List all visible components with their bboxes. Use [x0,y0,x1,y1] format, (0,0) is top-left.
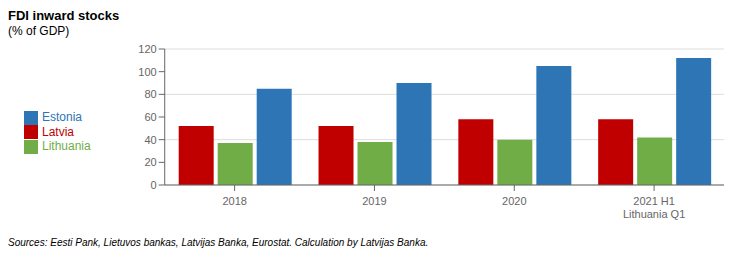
svg-text:2021 H1Lithuania Q1: 2021 H1Lithuania Q1 [623,195,685,220]
html-text:Latvia: Latvia [42,124,74,139]
svg-text:120: 120 [138,43,156,55]
html-text:FDI inward stocks: FDI inward stocks [8,8,120,23]
svg-text:80: 80 [144,88,156,100]
svg-text:2020: 2020 [502,195,526,207]
svg-text:2018: 2018 [222,195,246,207]
html-text:Lithuania: Lithuania [42,139,91,154]
svg-text:40: 40 [144,134,156,146]
html-text:(% of GDP): (% of GDP) [8,24,70,38]
svg-text:60: 60 [144,111,156,123]
html-text:Sources: Eesti Pank, Lietuvos: Sources: Eesti Pank, Lietuvos bankas, La… [8,237,429,248]
html-text:Estonia: Estonia [42,109,82,124]
svg-text:2019: 2019 [362,195,386,207]
svg-text:0: 0 [151,179,157,191]
svg-text:20: 20 [144,156,156,168]
svg-text:100: 100 [138,66,156,78]
